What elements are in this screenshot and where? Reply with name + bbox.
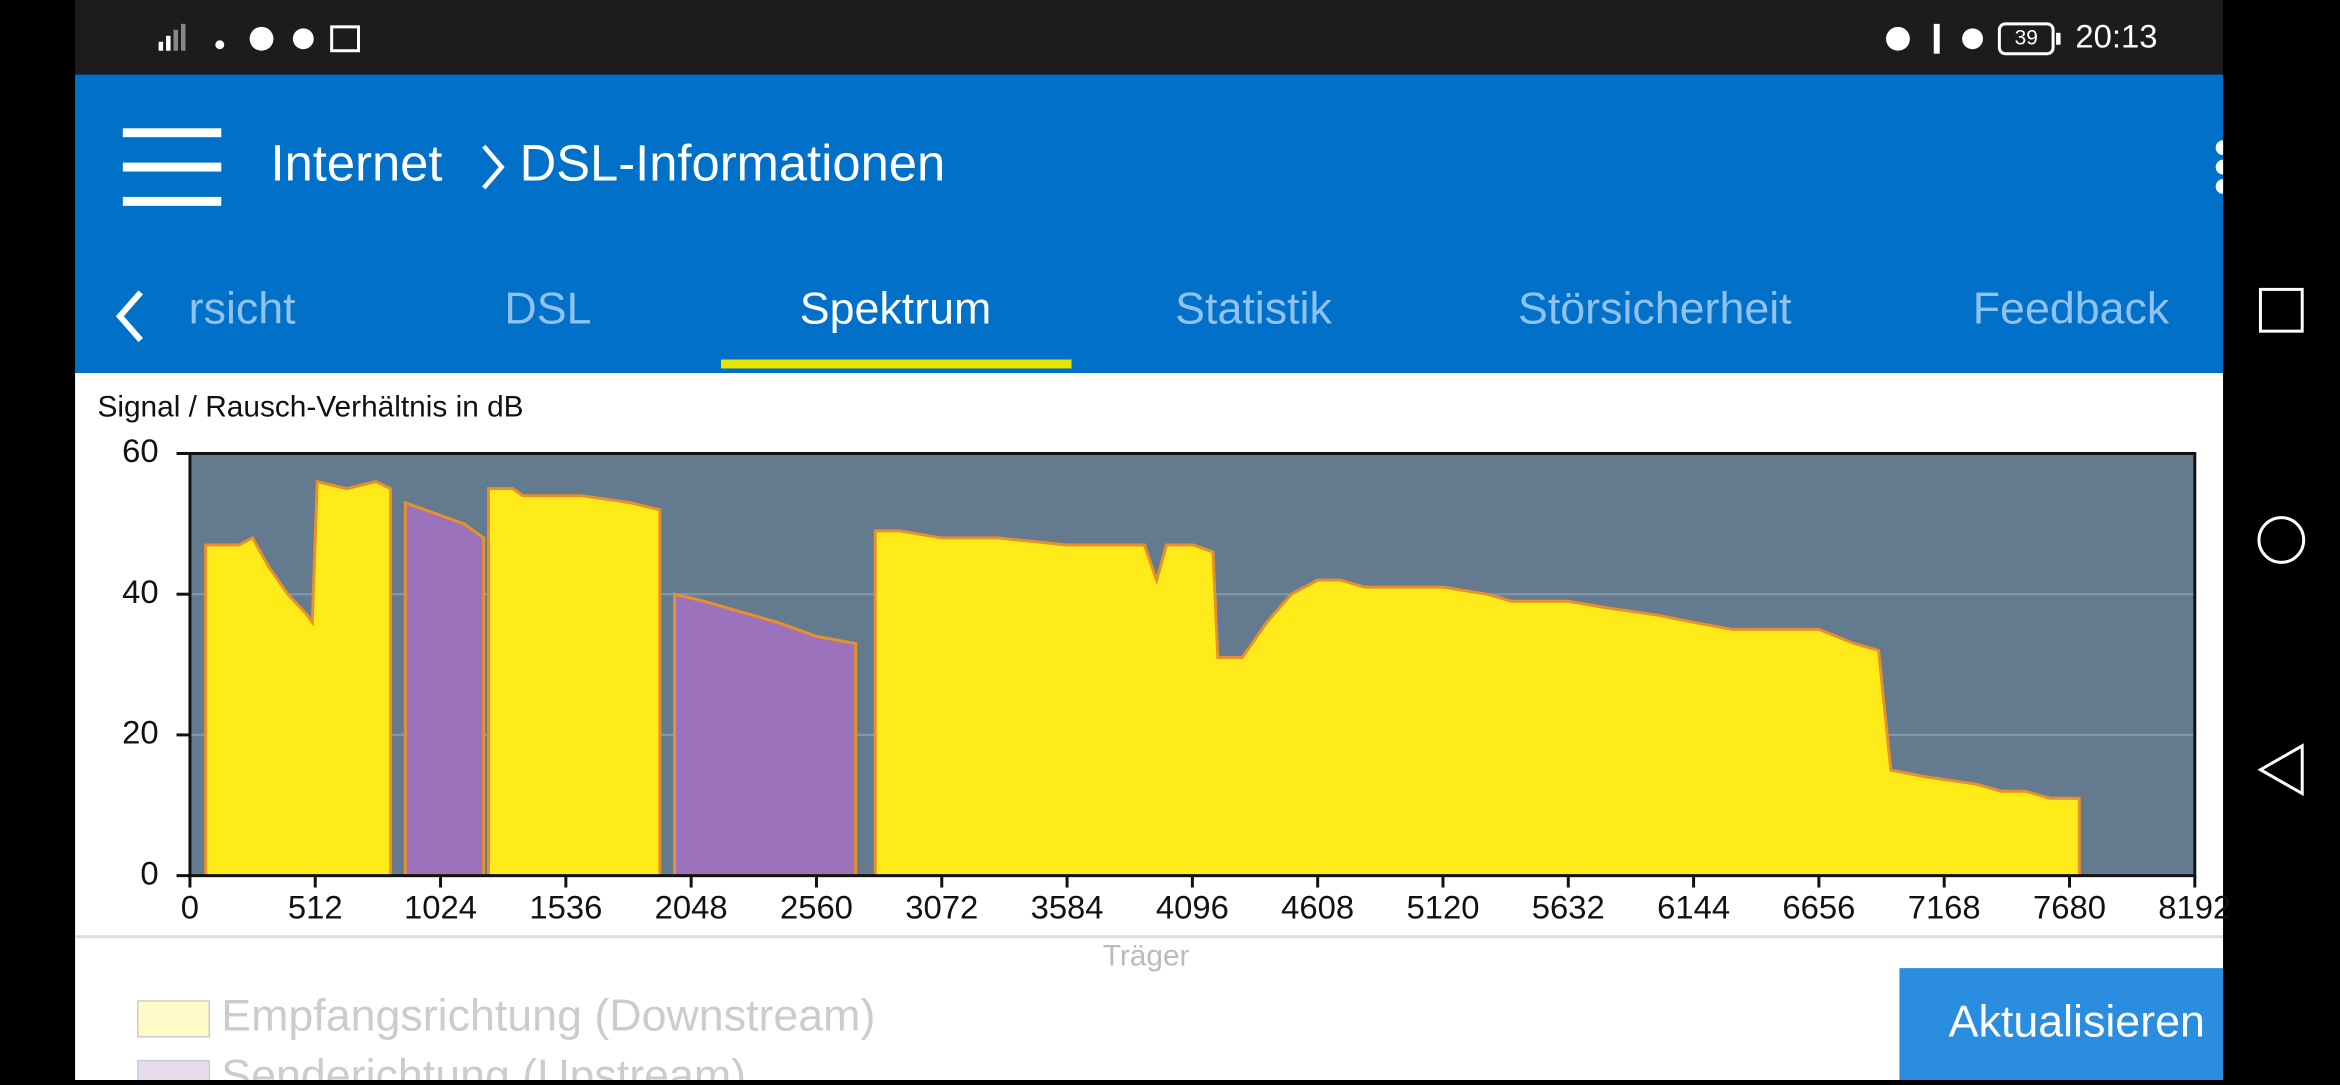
tab[interactable]: Störsicherheit — [1518, 284, 1792, 334]
spectrum-area — [873, 529, 2081, 878]
tab[interactable]: Statistik — [1175, 284, 1332, 334]
spectrum-area — [673, 592, 858, 878]
breadcrumb-separator — [482, 144, 505, 190]
x-tick-label: 7168 — [1908, 889, 1981, 926]
tab[interactable]: DSL — [504, 284, 591, 334]
app-bar — [75, 74, 2224, 373]
x-tick-label: 0 — [181, 889, 199, 926]
x-tick-label: 5632 — [1532, 889, 1605, 926]
menu-button[interactable] — [122, 128, 222, 206]
x-axis-title: Träger — [1103, 940, 1190, 973]
battery-level: 39 — [2015, 26, 2038, 49]
x-tick-label: 6656 — [1782, 889, 1855, 926]
spectrum-area — [403, 500, 486, 878]
legend-label: Empfangsrichtung (Downstream) — [221, 991, 875, 1041]
y-axis-title: Signal / Rausch-Verhältnis in dB — [97, 391, 523, 424]
y-tick-label: 40 — [122, 573, 158, 610]
x-tick-label: 1024 — [404, 889, 477, 926]
breadcrumb-item: DSL-Informationen — [520, 134, 946, 191]
x-tick-label: 2560 — [780, 889, 853, 926]
nav-buttons[interactable] — [2257, 287, 2306, 797]
legend-swatch — [136, 1059, 211, 1085]
tab[interactable]: rsicht — [189, 284, 296, 334]
x-tick-label: 512 — [288, 889, 343, 926]
breadcrumb-item[interactable]: Internet — [270, 134, 442, 191]
x-tick-label: 4096 — [1156, 889, 1229, 926]
refresh-button[interactable] — [1899, 968, 2224, 1080]
legend-label: Senderichtung (Upstream) — [221, 1050, 746, 1080]
clock: 20:13 — [2075, 17, 2157, 54]
x-tick-label: 3072 — [905, 889, 978, 926]
x-tick-label: 7680 — [2033, 889, 2106, 926]
x-tick-label: 3584 — [1031, 889, 1104, 926]
spectrum-area — [204, 479, 393, 878]
y-tick-label: 60 — [122, 432, 158, 469]
y-tick-label: 20 — [122, 714, 158, 751]
x-tick-label: 2048 — [655, 889, 728, 926]
refresh-button-label[interactable]: Aktualisieren — [1949, 997, 2205, 1047]
active-tab-indicator — [720, 359, 1072, 369]
x-tick-label: 8192 — [2158, 889, 2231, 926]
legend-swatch — [136, 1000, 211, 1038]
tab[interactable]: Feedback — [1973, 284, 2170, 334]
x-tick-label: 6144 — [1657, 889, 1730, 926]
x-tick-label: 1536 — [529, 889, 602, 926]
tabs-scroll-left[interactable] — [115, 290, 143, 343]
x-tick-label: 5120 — [1406, 889, 1479, 926]
y-tick-label: 0 — [140, 854, 158, 891]
nav-bar — [2223, 0, 2340, 1080]
x-tick-label: 4608 — [1281, 889, 1354, 926]
status-bar — [75, 0, 2224, 75]
spectrum-area — [487, 487, 662, 878]
tab[interactable]: Spektrum — [800, 284, 991, 334]
status-icons — [158, 22, 2061, 56]
